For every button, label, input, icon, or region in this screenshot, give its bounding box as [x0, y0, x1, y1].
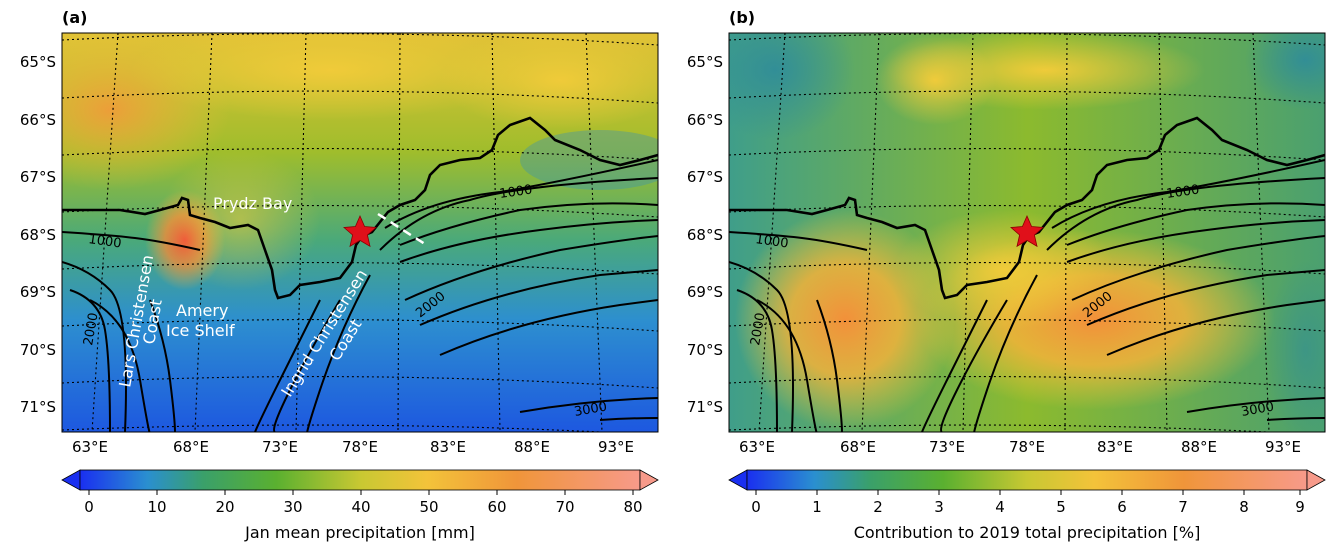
colorbar-tick: 3	[934, 498, 944, 516]
station-star-icon	[343, 215, 377, 248]
contour-label: 3000	[573, 399, 608, 420]
lat-label: 69°S	[20, 283, 56, 301]
lat-label: 70°S	[20, 341, 56, 359]
colorbar-tick: 60	[487, 498, 506, 516]
annotation-ice-shelf: Ice Shelf	[166, 321, 235, 340]
lon-label: 73°E	[262, 438, 298, 456]
lon-label: 63°E	[739, 438, 775, 456]
lon-label: 68°E	[840, 438, 876, 456]
lon-label: 83°E	[430, 438, 466, 456]
map-a-svg: 65°S 66°S 67°S 68°S 69°S 70°S 71°S 63°E …	[20, 32, 659, 542]
contour-labels: 1000 1000 2000 2000 3000	[748, 183, 1275, 420]
map-b-svg: 65°S 66°S 67°S 68°S 69°S 70°S 71°S 63°E …	[687, 32, 1326, 542]
colorbar-tick: 4	[995, 498, 1005, 516]
graticule	[729, 33, 1325, 432]
annotation-prydz-bay: Prydz Bay	[213, 194, 292, 213]
colorbar-label: Jan mean precipitation [mm]	[244, 523, 475, 542]
panel-b: (b)	[665, 0, 1330, 547]
colorbar-tick: 30	[283, 498, 302, 516]
lat-label: 68°S	[20, 226, 56, 244]
lat-label: 66°S	[20, 111, 56, 129]
lon-label: 78°E	[342, 438, 378, 456]
lat-labels: 65°S 66°S 67°S 68°S 69°S 70°S 71°S	[687, 53, 723, 416]
coastline	[729, 116, 1325, 300]
lon-label: 83°E	[1097, 438, 1133, 456]
lat-label: 71°S	[687, 398, 723, 416]
contour-label: 2000	[748, 311, 769, 346]
panel-label: (a)	[62, 8, 88, 27]
lon-label: 63°E	[72, 438, 108, 456]
map-frame	[61, 32, 659, 433]
map-frame	[728, 32, 1326, 433]
colorbar-b: 0 1 2 3 4 5 6 7 8 9 Contribution to 2019…	[728, 469, 1326, 542]
lon-label: 88°E	[514, 438, 550, 456]
lat-label: 68°S	[687, 226, 723, 244]
lat-label: 67°S	[687, 168, 723, 186]
colorbar-tick: 80	[623, 498, 642, 516]
colorbar-a: 0 10 20 30 40 50 60 70 80 Jan mean preci…	[61, 469, 659, 542]
colorbar-label: Contribution to 2019 total precipitation…	[854, 523, 1201, 542]
contour-label: 1000	[1165, 183, 1200, 202]
lon-label: 78°E	[1009, 438, 1045, 456]
contour-label: 1000	[754, 232, 789, 251]
colorbar-tick: 70	[555, 498, 574, 516]
lon-labels: 63°E 68°E 73°E 78°E 83°E 88°E 93°E	[739, 438, 1301, 456]
station-star-icon	[1010, 215, 1044, 248]
lat-labels: 65°S 66°S 67°S 68°S 69°S 70°S 71°S	[20, 53, 56, 416]
colorbar-tick: 40	[351, 498, 370, 516]
colorbar-tick: 6	[1117, 498, 1127, 516]
lat-label: 65°S	[687, 53, 723, 71]
lat-label: 65°S	[20, 53, 56, 71]
lon-label: 73°E	[929, 438, 965, 456]
colorbar-tick: 1	[812, 498, 822, 516]
lon-label: 68°E	[173, 438, 209, 456]
elevation-contours	[62, 159, 658, 432]
map-b-field	[729, 33, 1325, 432]
colorbar-tick: 2	[873, 498, 883, 516]
panel-label: (b)	[729, 8, 756, 27]
contour-label: 1000	[87, 232, 122, 251]
lon-label: 88°E	[1181, 438, 1217, 456]
annotation-amery: Amery	[176, 301, 228, 320]
contour-labels: 1000 1000 2000 2000 3000	[81, 183, 608, 420]
contour-label: 3000	[1240, 399, 1275, 420]
colorbar-tick: 8	[1239, 498, 1249, 516]
colorbar-tick: 50	[419, 498, 438, 516]
map-a-field	[62, 33, 658, 432]
panel-a: (a)	[0, 0, 665, 547]
lon-label: 93°E	[598, 438, 634, 456]
colorbar-tick: 5	[1056, 498, 1066, 516]
colorbar-tick: 20	[215, 498, 234, 516]
lat-label: 71°S	[20, 398, 56, 416]
transect-line	[377, 212, 429, 248]
lat-label: 69°S	[687, 283, 723, 301]
colorbar-tick: 7	[1178, 498, 1188, 516]
lat-label: 67°S	[20, 168, 56, 186]
elevation-contours	[729, 159, 1325, 432]
colorbar-tick: 0	[84, 498, 94, 516]
colorbar-tick: 10	[147, 498, 166, 516]
contour-label: 2000	[81, 311, 102, 346]
contour-label: 1000	[498, 183, 533, 202]
coastline	[62, 116, 658, 300]
lon-label: 93°E	[1265, 438, 1301, 456]
colorbar-tick: 9	[1295, 498, 1305, 516]
lat-label: 70°S	[687, 341, 723, 359]
lon-labels: 63°E 68°E 73°E 78°E 83°E 88°E 93°E	[72, 438, 634, 456]
graticule	[62, 33, 658, 432]
colorbar-tick: 0	[751, 498, 761, 516]
lat-label: 66°S	[687, 111, 723, 129]
